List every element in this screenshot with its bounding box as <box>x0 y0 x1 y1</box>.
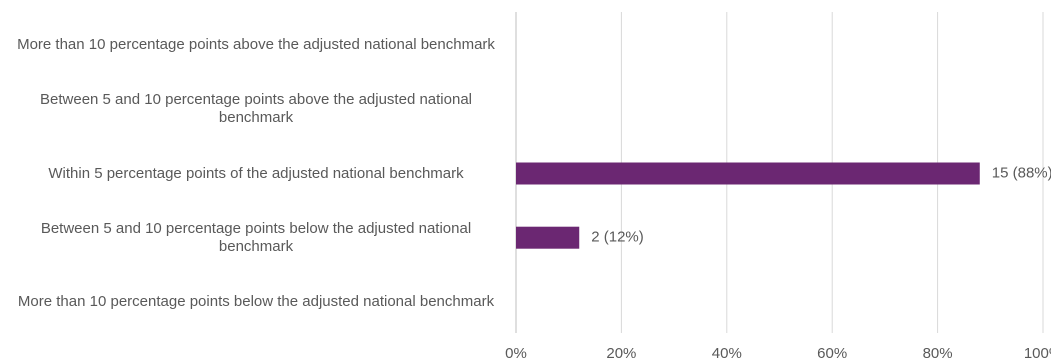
data-label: 2 (12%) <box>591 229 644 246</box>
x-tick-label: 40% <box>712 345 742 362</box>
bar <box>516 162 980 185</box>
y-tick-label: Between 5 and 10 percentage points below… <box>40 219 472 255</box>
x-tick-label: 100% <box>1024 345 1051 362</box>
y-tick-label: Between 5 and 10 percentage points above… <box>40 91 472 127</box>
data-label: 15 (88%) <box>992 164 1051 181</box>
bar <box>516 226 580 249</box>
y-tick-label: More than 10 percentage points above the… <box>17 36 495 54</box>
x-tick-label: 0% <box>505 345 527 362</box>
x-tick-label: 20% <box>606 345 636 362</box>
x-tick-label: 80% <box>923 345 953 362</box>
y-tick-label: Within 5 percentage points of the adjust… <box>48 164 464 182</box>
x-tick-label: 60% <box>817 345 847 362</box>
y-tick-label: More than 10 percentage points below the… <box>17 292 495 310</box>
